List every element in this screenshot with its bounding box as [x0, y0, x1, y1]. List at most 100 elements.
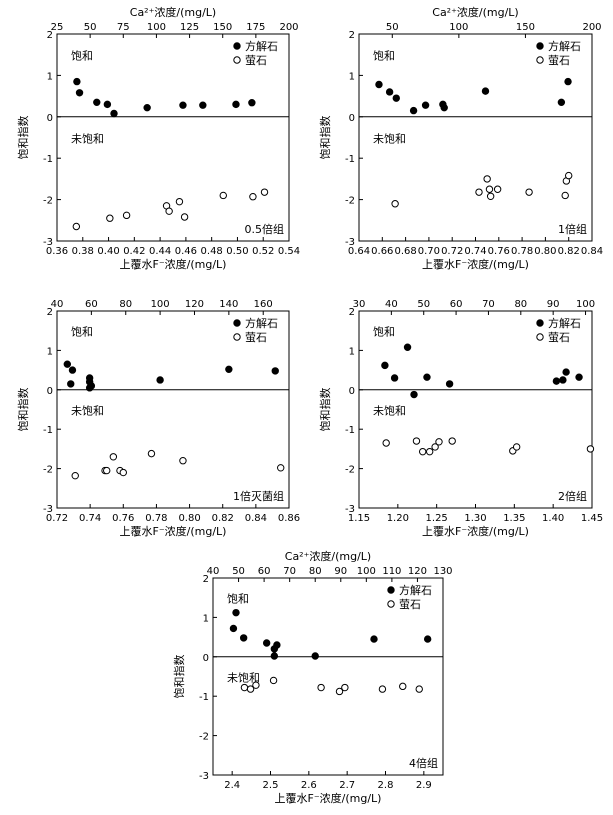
region-label-saturated: 饱和 [71, 325, 93, 339]
top-x-tick-label: 60 [85, 299, 98, 310]
calcite-point [270, 652, 279, 660]
fluorite-point [475, 188, 483, 196]
top-x-tick-label: 90 [547, 299, 560, 310]
y-tick-label: -2 [43, 196, 53, 207]
y-tick-label: 2 [203, 574, 209, 585]
y-tick-label: 2 [47, 30, 53, 41]
panel-caption: 4倍组 [409, 756, 438, 770]
fluorite-point [435, 438, 443, 446]
calcite-point [410, 390, 418, 399]
x-tick-label: 0.64 [348, 246, 370, 257]
calcite-point [232, 608, 240, 617]
fluorite-point [391, 200, 399, 208]
fluorite-point [72, 222, 81, 231]
top-x-tick-label: 80 [119, 299, 132, 310]
fluorite-point [269, 676, 278, 685]
calcite-point [93, 98, 101, 107]
y-tick-label: -1 [345, 154, 355, 165]
y-tick-label: 2 [349, 307, 355, 318]
top-x-tick-label: 160 [254, 299, 273, 310]
y-axis-label: 饱和指数 [172, 655, 186, 699]
x-tick-label: 2.9 [416, 780, 432, 791]
y-tick-label: -1 [43, 425, 53, 436]
fluorite-point [109, 453, 118, 461]
top-x-tick-label: 150 [516, 22, 535, 33]
calcite-point [199, 101, 207, 109]
top-x-tick-label: 125 [180, 22, 199, 33]
fluorite-point [147, 449, 156, 458]
top-x-tick-label: 40 [207, 566, 220, 577]
legend-marker-fluorite [536, 56, 544, 64]
top-x-tick-label: 100 [576, 299, 595, 310]
top-x-tick-label: 50 [232, 566, 245, 577]
x-tick-label: 0.50 [226, 246, 248, 257]
calcite-point [67, 380, 75, 388]
chart-panel-2: 0.64 0.66 0.68 0.70 0.72 0.74 0.76 0.78 0.80 0.82… [318, 5, 603, 271]
fluorite-point [71, 471, 79, 480]
top-x-tick-label: 110 [382, 566, 401, 577]
fluorite-point [179, 457, 187, 465]
top-x-tick-label: 90 [334, 566, 347, 577]
fluorite-point [561, 191, 569, 200]
region-label-unsaturated: 未饱和 [71, 132, 104, 146]
y-tick-label: -2 [345, 465, 355, 476]
calcite-point [575, 373, 583, 381]
legend-label: 方解石 [399, 583, 432, 597]
x-tick-label: 0.76 [488, 246, 510, 257]
x-axis-label: 上覆水F⁻浓度/(mg/L) [120, 524, 227, 538]
fluorite-point [425, 447, 434, 456]
top-x-axis-label: Ca²⁺浓度/(mg/L) [130, 5, 216, 19]
chart-panel-1: 0.36 0.38 0.40 0.42 0.44 0.46 0.48 0.50 0.52 0.54… [16, 5, 300, 271]
fluorite-point [219, 191, 227, 200]
region-label-saturated: 饱和 [71, 49, 93, 63]
calcite-point [552, 377, 561, 385]
x-tick-label: 0.68 [394, 246, 416, 257]
top-x-tick-label: 175 [246, 22, 265, 33]
top-x-tick-label: 200 [582, 22, 601, 33]
top-x-tick-label: 50 [417, 299, 430, 310]
x-tick-label: 0.38 [72, 246, 94, 257]
region-label-unsaturated: 未饱和 [373, 404, 406, 418]
legend-label: 萤石 [399, 598, 421, 611]
x-tick-label: 0.72 [441, 246, 463, 257]
calcite-point [143, 103, 151, 112]
fluorite-point [317, 683, 325, 692]
calcite-point [440, 103, 448, 112]
top-x-tick-label: 50 [84, 22, 97, 33]
calcite-point [423, 635, 432, 643]
fluorite-point [483, 175, 491, 183]
top-x-tick-label: 150 [213, 22, 232, 33]
y-tick-label: -3 [345, 504, 355, 515]
region-label-saturated: 饱和 [373, 325, 395, 339]
y-axis-label: 饱和指数 [16, 388, 30, 432]
calcite-point [381, 361, 389, 370]
calcite-point [273, 641, 281, 649]
x-tick-label: 0.84 [245, 513, 267, 524]
x-tick-label: 1.45 [581, 513, 603, 524]
calcite-point [559, 376, 567, 384]
region-label-saturated: 饱和 [373, 49, 395, 63]
fluorite-point [165, 207, 173, 215]
fluorite-point [485, 185, 494, 193]
x-tick-label: 0.54 [278, 246, 300, 257]
x-tick-label: 0.80 [178, 513, 200, 524]
legend-label: 萤石 [245, 331, 267, 344]
fluorite-point [448, 437, 456, 445]
fluorite-point [382, 439, 390, 447]
legend-label: 方解石 [245, 316, 278, 330]
top-x-tick-label: 130 [433, 566, 452, 577]
calcite-point [103, 100, 112, 109]
x-tick-label: 1.25 [426, 513, 448, 524]
top-x-tick-label: 200 [279, 22, 298, 33]
fluorite-point [512, 443, 521, 451]
legend-marker-fluorite [233, 56, 241, 64]
x-tick-label: 0.70 [418, 246, 440, 257]
y-tick-label: 0 [47, 386, 53, 397]
x-tick-label: 1.15 [348, 513, 370, 524]
calcite-point [375, 80, 383, 89]
calcite-point [390, 374, 399, 382]
legend-label: 方解石 [548, 316, 581, 330]
calcite-point [156, 376, 164, 384]
fluorite-point [119, 468, 127, 477]
